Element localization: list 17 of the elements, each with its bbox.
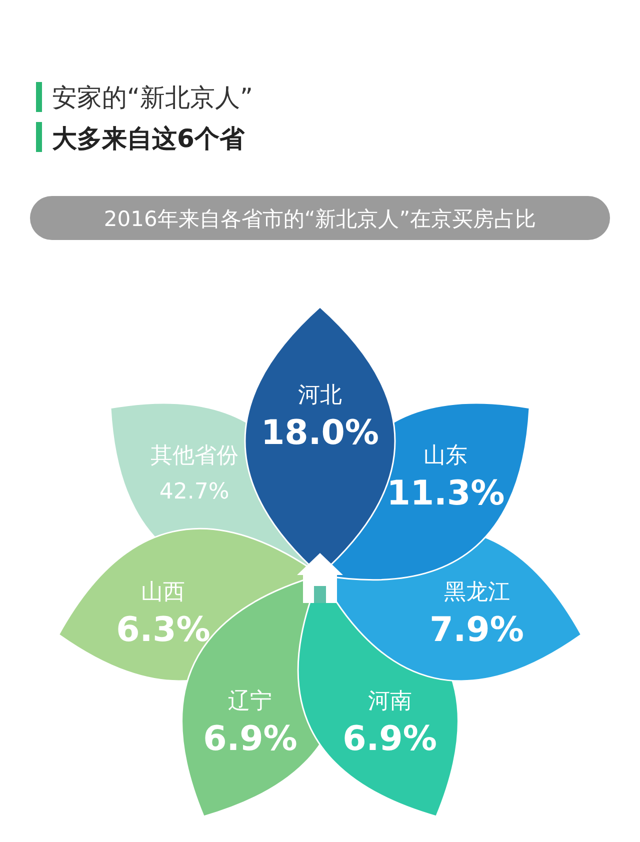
category-label: 其他省份 — [150, 444, 238, 469]
category-label: 河北 — [298, 383, 342, 408]
data-label: 6.3% — [116, 610, 210, 650]
category-label: 河南 — [368, 688, 412, 714]
data-label: 11.3% — [386, 474, 505, 514]
text: 大多来自这6个省 — [52, 124, 246, 153]
data-label: 18.0% — [261, 413, 379, 454]
category-label: 山东 — [424, 444, 468, 469]
category-label: 辽宁 — [228, 688, 272, 714]
category-label: 山西 — [141, 580, 186, 605]
category-label: 黑龙江 — [444, 580, 510, 605]
text: 安家的“新北京人” — [52, 83, 253, 112]
data-label: 7.9% — [430, 610, 524, 650]
data-label: 6.9% — [342, 718, 437, 759]
text: 2016年来自各省市的“新北京人”在京买房占比 — [104, 207, 536, 231]
data-label: 6.9% — [203, 718, 298, 759]
data-label: 42.7% — [159, 480, 230, 505]
